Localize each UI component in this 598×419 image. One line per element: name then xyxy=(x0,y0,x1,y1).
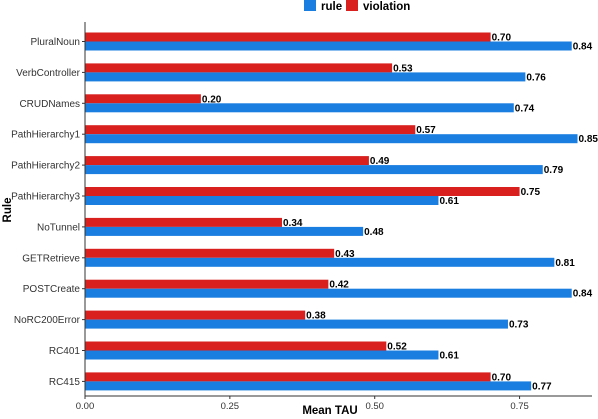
y-tick-label-pathhierarchy2: PathHierarchy2 xyxy=(11,161,80,172)
bar-violation-postcreate xyxy=(85,279,329,289)
y-tick-label-postcreate: POSTCreate xyxy=(23,284,81,295)
axes: PluralNoun VerbController CRUDNames PathHie… xyxy=(11,22,592,412)
legend-swatch-rule xyxy=(304,0,316,11)
x-tick-label-0-00: 0.00 xyxy=(76,401,95,412)
data-label-rule-pluralnoun: 0.84 xyxy=(573,42,593,53)
bar-rule-notunnel xyxy=(85,226,364,236)
x-tick-label-0-75: 0.75 xyxy=(510,401,529,412)
bar-rule-pathhierarchy2 xyxy=(85,165,543,175)
bar-violation-rc415 xyxy=(85,372,491,382)
legend: rule violation xyxy=(304,0,410,13)
y-tick-label-norc200error: NoRC200Error xyxy=(14,315,81,326)
data-label-rule-rc401: 0.61 xyxy=(439,351,459,362)
bar-violation-pathhierarchy3 xyxy=(85,187,520,196)
bar-rule-pluralnoun xyxy=(85,41,572,51)
bar-rule-getretrieve xyxy=(85,257,555,267)
y-tick-label-crudnames: CRUDNames xyxy=(19,99,80,110)
legend-label-rule: rule xyxy=(321,1,342,13)
data-label-violation-getretrieve: 0.43 xyxy=(335,249,355,260)
legend-swatch-violation xyxy=(346,0,358,11)
bar-violation-pathhierarchy1 xyxy=(85,125,416,135)
bar-violation-getretrieve xyxy=(85,248,335,258)
data-label-rule-rc415: 0.77 xyxy=(532,381,552,392)
data-label-rule-pathhierarchy2: 0.79 xyxy=(544,165,564,176)
bars: 0.70 0.84 0.53 0.76 0.20 0.74 0.57 0.85 0.49 0.79… xyxy=(85,32,598,392)
bar-violation-crudnames xyxy=(85,94,201,104)
bar-violation-norc200error xyxy=(85,310,306,320)
data-label-violation-rc401: 0.52 xyxy=(387,342,407,353)
data-label-rule-crudnames: 0.74 xyxy=(515,103,535,114)
bar-violation-rc401 xyxy=(85,341,387,351)
data-label-rule-notunnel: 0.48 xyxy=(364,227,384,238)
legend-label-violation: violation xyxy=(363,1,410,13)
data-label-violation-notunnel: 0.34 xyxy=(283,218,303,229)
data-label-violation-pluralnoun: 0.70 xyxy=(492,33,512,44)
y-tick-label-pluralnoun: PluralNoun xyxy=(31,37,80,48)
data-label-violation-norc200error: 0.38 xyxy=(306,311,326,322)
y-tick-label-verbcontroller: VerbController xyxy=(16,68,81,79)
bar-rule-rc415 xyxy=(85,381,532,391)
y-tick-label-getretrieve: GETRetrieve xyxy=(22,253,80,264)
y-axis-title: Rule xyxy=(2,198,14,223)
bar-rule-verbcontroller xyxy=(85,72,526,82)
data-label-rule-pathhierarchy1: 0.85 xyxy=(579,134,598,145)
data-label-violation-pathhierarchy2: 0.49 xyxy=(370,156,390,167)
data-label-violation-pathhierarchy3: 0.75 xyxy=(521,187,541,198)
data-label-rule-verbcontroller: 0.76 xyxy=(526,72,546,83)
data-label-violation-verbcontroller: 0.53 xyxy=(393,63,413,74)
data-label-rule-postcreate: 0.84 xyxy=(573,289,593,300)
data-label-violation-pathhierarchy1: 0.57 xyxy=(416,125,436,136)
bar-violation-pluralnoun xyxy=(85,32,491,42)
data-label-rule-norc200error: 0.73 xyxy=(509,320,529,331)
y-tick-label-pathhierarchy3: PathHierarchy3 xyxy=(11,192,80,203)
data-label-violation-crudnames: 0.20 xyxy=(202,94,222,105)
x-tick-label-0-25: 0.25 xyxy=(221,401,240,412)
y-tick-label-rc401: RC401 xyxy=(49,346,81,357)
data-label-violation-rc415: 0.70 xyxy=(492,372,512,383)
data-label-violation-postcreate: 0.42 xyxy=(329,280,349,291)
x-axis-title: Mean TAU xyxy=(302,405,357,417)
bar-rule-crudnames xyxy=(85,103,514,113)
bar-rule-pathhierarchy3 xyxy=(85,196,439,205)
y-tick-label-pathhierarchy1: PathHierarchy1 xyxy=(11,130,80,141)
bar-rule-postcreate xyxy=(85,288,572,298)
bar-rule-rc401 xyxy=(85,350,439,360)
bar-rule-norc200error xyxy=(85,319,508,329)
bar-rule-pathhierarchy1 xyxy=(85,134,578,144)
x-tick-label-0-50: 0.50 xyxy=(365,401,384,412)
y-tick-label-notunnel: NoTunnel xyxy=(37,222,80,233)
data-label-rule-pathhierarchy3: 0.61 xyxy=(439,196,459,207)
y-tick-label-rc415: RC415 xyxy=(49,377,81,388)
bar-violation-pathhierarchy2 xyxy=(85,156,369,166)
bar-violation-notunnel xyxy=(85,217,283,227)
bar-violation-verbcontroller xyxy=(85,63,393,73)
data-label-rule-getretrieve: 0.81 xyxy=(555,258,575,269)
